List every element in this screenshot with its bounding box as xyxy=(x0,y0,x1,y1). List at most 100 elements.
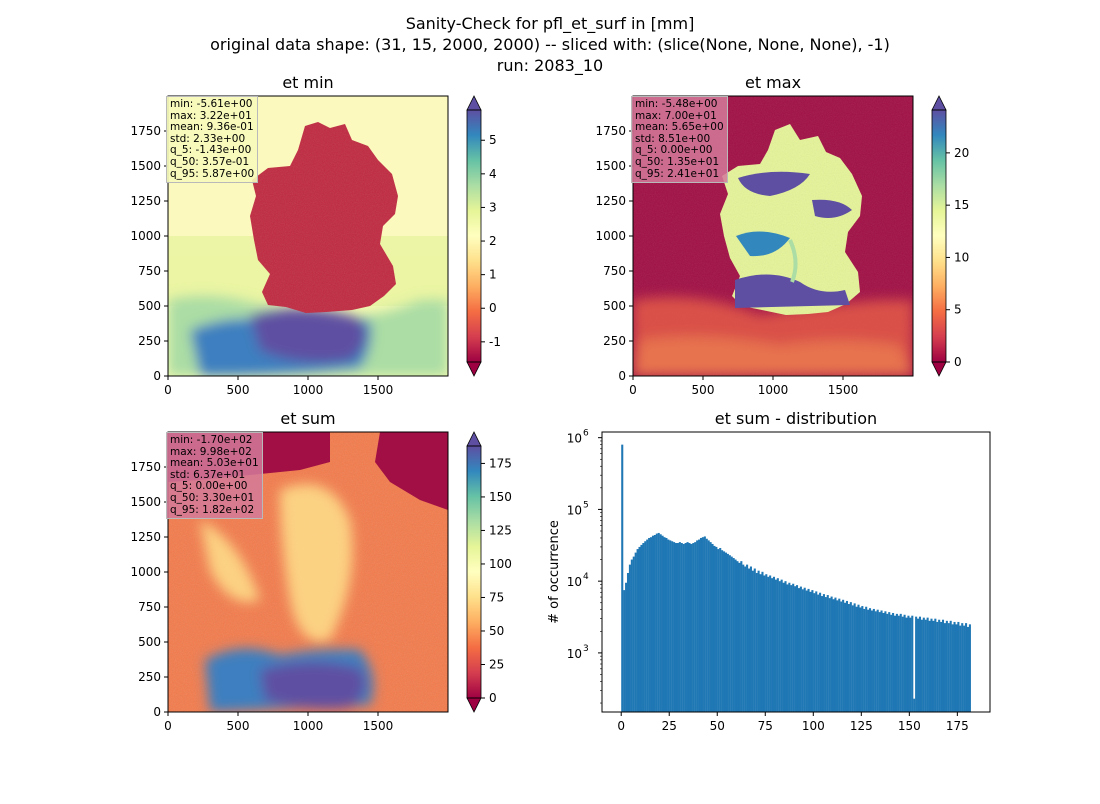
colorbar-tick-label: 4 xyxy=(489,167,497,181)
stat-max: max: 9.98e+02 xyxy=(170,445,252,458)
colorbar-extend-max xyxy=(466,95,482,111)
suptitle-line-2: original data shape: (31, 15, 2000, 2000… xyxy=(210,35,890,54)
histogram-bar xyxy=(753,568,756,712)
histogram-bar xyxy=(717,549,720,712)
histogram-bar xyxy=(853,603,856,712)
histogram-bar xyxy=(790,585,793,712)
y-tick-label: 10 xyxy=(567,647,582,661)
histogram-bar xyxy=(893,615,897,712)
histogram-bar xyxy=(938,619,941,712)
histogram-bar xyxy=(794,586,797,712)
histogram-bar xyxy=(928,620,931,712)
histogram-bar xyxy=(644,541,647,712)
histogram-ylabel: # of occurrence xyxy=(547,520,562,624)
histogram-bar xyxy=(663,537,666,712)
colorbar-tick-label: 25 xyxy=(489,657,504,671)
histogram-bar xyxy=(661,535,664,712)
stat-q5: q_5: 0.00e+00 xyxy=(170,480,248,493)
stat-mean: mean: 5.03e+01 xyxy=(170,457,259,470)
histogram-bar xyxy=(642,543,645,712)
histogram-bar xyxy=(744,566,747,712)
histogram-bar xyxy=(653,534,656,712)
histogram-bar xyxy=(674,543,678,712)
colorbar-tick-label: 3 xyxy=(489,200,497,214)
histogram-bar xyxy=(778,581,781,712)
colorbar-frame xyxy=(466,109,482,363)
histogram-bar xyxy=(943,623,946,712)
histogram-bar xyxy=(719,547,722,712)
histogram-bar xyxy=(630,559,633,712)
histogram-bar xyxy=(678,542,681,712)
suptitle-line-3: run: 2083_10 xyxy=(497,56,603,76)
colorbar: -1 0 1 2 3 4 5 xyxy=(466,95,501,377)
histogram-bar xyxy=(815,591,818,712)
colorbar: 0 25 50 75 100 125 150 175 xyxy=(466,431,512,713)
histogram-bar xyxy=(863,608,866,712)
colorbar-extend-min xyxy=(466,697,482,713)
histogram-bar xyxy=(646,539,649,712)
histogram-bar xyxy=(838,598,841,712)
histogram-bar xyxy=(932,620,935,712)
colorbar-tick-label: 20 xyxy=(954,146,969,160)
colorbar-extend-max xyxy=(931,95,947,111)
colorbar-tick-label: 10 xyxy=(954,250,969,264)
histogram-bar xyxy=(844,602,847,712)
histogram-bar xyxy=(747,568,751,712)
histogram-bar xyxy=(761,571,764,712)
histogram-bar xyxy=(686,542,689,712)
x-tick-label: 1500 xyxy=(363,383,394,397)
histogram-bar xyxy=(892,612,895,712)
histogram-bar xyxy=(895,613,898,712)
histogram-bar xyxy=(809,591,812,712)
histogram-bar xyxy=(742,564,745,712)
histogram-bar xyxy=(936,621,939,712)
histogram-bar xyxy=(713,545,716,712)
colorbar-frame xyxy=(931,109,947,363)
y-tick-label: 1500 xyxy=(130,159,161,173)
x-tick-label: 0 xyxy=(164,383,172,397)
histogram-bar xyxy=(736,561,739,712)
colorbar-tick-label: 0 xyxy=(489,301,497,315)
histogram-bar xyxy=(699,537,703,712)
y-tick-label: 500 xyxy=(138,635,161,649)
x-tick-label: 0 xyxy=(617,719,625,733)
histogram-bar xyxy=(968,624,971,712)
histogram-bar xyxy=(799,586,802,712)
histogram-bar xyxy=(813,593,816,712)
x-tick-label: 0 xyxy=(164,719,172,733)
x-tick-label: 1000 xyxy=(758,383,789,397)
y-tick-label: 750 xyxy=(138,600,161,614)
histogram-bar xyxy=(730,556,733,712)
histogram-bar xyxy=(959,625,962,712)
map-title: et min xyxy=(282,73,333,92)
histogram-bar xyxy=(763,575,766,712)
x-tick-label: 1500 xyxy=(363,719,394,733)
x-tick-label: 175 xyxy=(946,719,969,733)
histogram-bar xyxy=(966,626,970,712)
histogram-bar xyxy=(934,618,937,712)
histogram-bar xyxy=(723,551,726,712)
histogram-bar xyxy=(888,612,891,712)
histogram-bar xyxy=(632,556,635,712)
histogram-bar xyxy=(817,594,820,712)
histogram-bar xyxy=(865,606,868,712)
y-axis: 0 250 500 750 1000 1250 1500 1750 xyxy=(595,124,633,383)
histogram-bar xyxy=(732,558,735,712)
histogram-bar xyxy=(868,608,872,712)
histogram-bar xyxy=(765,574,768,712)
colorbar-tick-label: 175 xyxy=(489,456,512,470)
histogram-bar xyxy=(671,541,674,712)
histogram-bar xyxy=(797,588,800,712)
histogram-bar xyxy=(801,589,804,712)
histogram-bar xyxy=(726,553,729,712)
y-tick-label: 250 xyxy=(603,334,626,348)
y-tick-exponent: 3 xyxy=(583,644,589,654)
stats-box-et-sum: min: -1.70e+02 max: 9.98e+02 mean: 5.03e… xyxy=(166,432,263,520)
histogram-bar xyxy=(728,555,731,712)
y-tick-label: 1750 xyxy=(130,460,161,474)
histogram-bar xyxy=(740,561,743,712)
colorbar-tick-label: 5 xyxy=(489,133,497,147)
histogram-bar xyxy=(634,552,637,712)
y-tick-label: 250 xyxy=(138,334,161,348)
